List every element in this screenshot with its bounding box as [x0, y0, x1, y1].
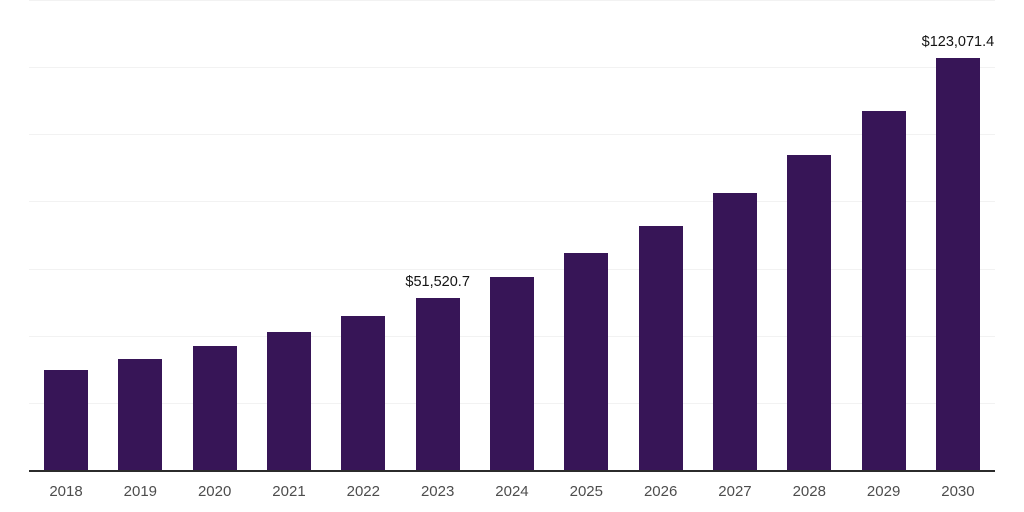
bar-2027	[712, 192, 757, 471]
bar-column: 2028	[787, 1, 832, 499]
x-axis-label: 2018	[49, 483, 83, 500]
bar-column: 2024	[489, 1, 534, 499]
bar-2030	[935, 57, 980, 471]
bar-column: 2029	[861, 1, 906, 499]
bar-2029	[861, 111, 906, 471]
gridline	[29, 0, 995, 1]
bar-2018	[44, 369, 88, 471]
x-axis-label: 2022	[346, 483, 380, 500]
x-axis-label: 2024	[495, 483, 529, 500]
bar-column: 2025	[564, 1, 609, 499]
x-axis-label: 2019	[123, 483, 158, 500]
bar-column: 2021	[266, 1, 311, 499]
bar-2020	[192, 346, 237, 471]
x-axis-label: 2028	[792, 483, 826, 500]
bar-2028	[787, 155, 832, 471]
bar-value-label: $51,520.7	[405, 274, 470, 291]
bar-column: 2018	[44, 1, 88, 499]
bar-column: $123,071.4 2030	[922, 1, 995, 499]
bar-2019	[118, 359, 163, 471]
x-axis-label: 2023	[420, 483, 455, 500]
x-axis-label: 2026	[643, 483, 678, 500]
bar-value-label: $123,071.4	[921, 33, 995, 50]
bar-2022	[341, 315, 386, 471]
bars-row: 2018 2019 2020 2021 2022 $51,520.7 2023 2024 202…	[29, 1, 995, 499]
bar-column: 2026	[638, 1, 683, 499]
bar-column: 2020	[192, 1, 237, 499]
x-axis-line	[29, 470, 995, 472]
x-axis-label: 2020	[197, 483, 232, 500]
gridline	[29, 268, 995, 270]
bar-column: $51,520.7 2023	[405, 1, 470, 499]
bar-2025	[564, 253, 609, 471]
bar-2023	[415, 298, 460, 471]
gridline	[29, 201, 995, 203]
bar-column: 2022	[341, 1, 386, 499]
x-axis-label: 2025	[569, 483, 603, 500]
gridline	[29, 67, 995, 69]
x-axis-label: 2029	[866, 483, 901, 500]
x-axis-label: 2027	[718, 483, 752, 500]
bar-2021	[266, 331, 311, 471]
bar-column: 2027	[712, 1, 757, 499]
gridline	[29, 134, 995, 136]
bar-2026	[638, 225, 683, 471]
bar-column: 2019	[118, 1, 163, 499]
x-axis-label: 2030	[941, 483, 975, 500]
bar-2024	[489, 276, 534, 471]
plot-area: 2018 2019 2020 2021 2022 $51,520.7 2023 2024 202…	[29, 0, 995, 499]
x-axis-label: 2021	[272, 483, 306, 500]
